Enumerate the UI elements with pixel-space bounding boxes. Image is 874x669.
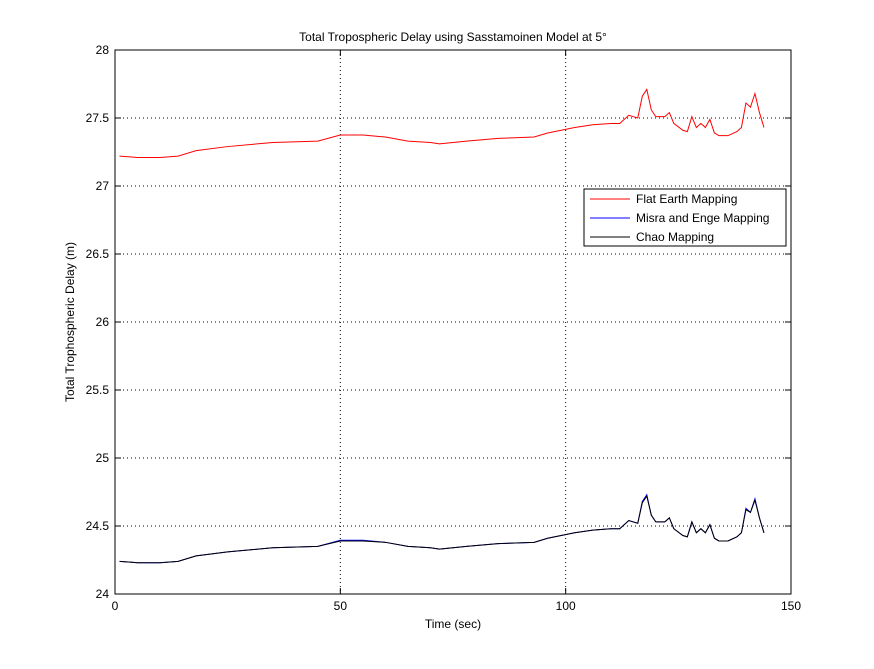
plot-area bbox=[115, 50, 791, 594]
y-tick-label: 27.5 bbox=[86, 111, 110, 125]
y-tick-label: 26.5 bbox=[86, 247, 110, 261]
y-tick-label: 24 bbox=[96, 587, 110, 601]
legend-label: Chao Mapping bbox=[636, 230, 714, 244]
legend-label: Flat Earth Mapping bbox=[636, 192, 737, 206]
legend-label: Misra and Enge Mapping bbox=[636, 211, 769, 225]
x-tick-label: 50 bbox=[334, 599, 348, 613]
y-tick-label: 24.5 bbox=[86, 519, 110, 533]
line-series bbox=[119, 494, 765, 564]
axes-box bbox=[114, 49, 792, 595]
y-axis-label: Total Trophospheric Delay (m) bbox=[63, 242, 77, 402]
chart-title: Total Tropospheric Delay using Sasstamoi… bbox=[299, 30, 607, 44]
x-tick-label: 150 bbox=[781, 599, 801, 613]
x-tick-label: 0 bbox=[112, 599, 119, 613]
y-tick-label: 26 bbox=[96, 315, 110, 329]
line-series bbox=[119, 88, 765, 158]
y-tick-label: 25 bbox=[96, 451, 110, 465]
y-tick-label: 25.5 bbox=[86, 383, 110, 397]
x-axis-label: Time (sec) bbox=[425, 617, 481, 631]
y-tick-label: 28 bbox=[96, 43, 110, 57]
x-tick-label: 100 bbox=[556, 599, 576, 613]
y-tick-label: 27 bbox=[96, 179, 110, 193]
